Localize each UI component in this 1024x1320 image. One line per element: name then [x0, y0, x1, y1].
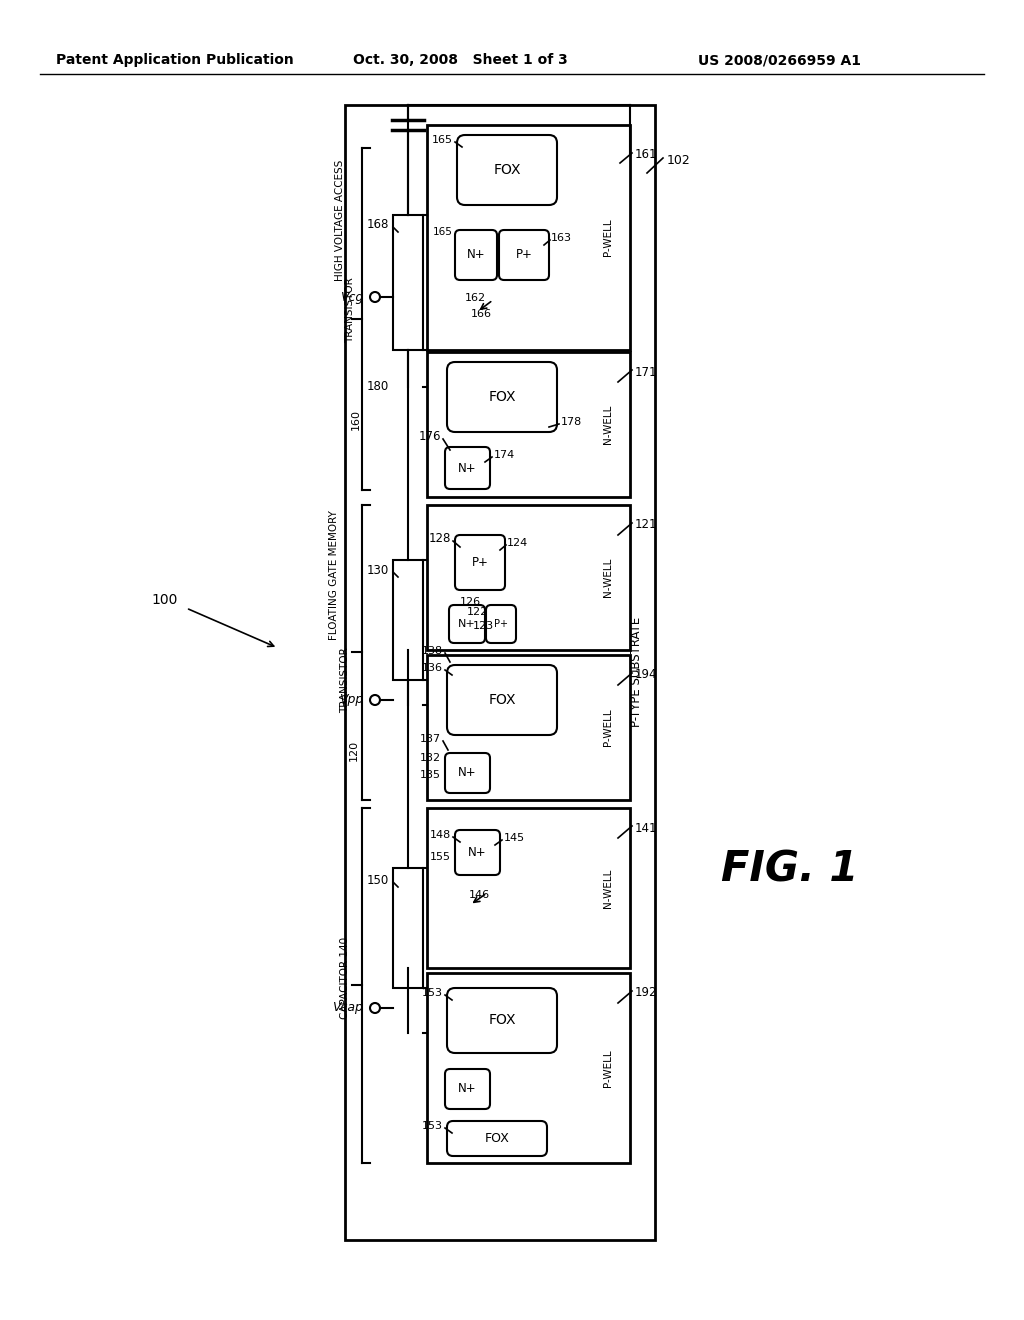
Text: 141: 141	[635, 821, 657, 834]
Text: US 2008/0266959 A1: US 2008/0266959 A1	[698, 53, 861, 67]
Text: N-WELL: N-WELL	[603, 869, 613, 908]
Text: 153: 153	[422, 987, 443, 998]
Text: N-WELL: N-WELL	[603, 404, 613, 444]
FancyBboxPatch shape	[447, 362, 557, 432]
Text: P+: P+	[494, 619, 508, 630]
Text: 102: 102	[667, 153, 691, 166]
FancyBboxPatch shape	[447, 665, 557, 735]
Text: 123: 123	[473, 620, 495, 631]
Text: 146: 146	[469, 890, 490, 900]
Text: 171: 171	[635, 366, 657, 379]
Text: FOX: FOX	[488, 693, 516, 708]
Text: 132: 132	[420, 752, 441, 763]
Text: TRANSISTOR: TRANSISTOR	[345, 277, 355, 343]
Text: N+: N+	[458, 619, 476, 630]
Bar	[393, 869, 423, 987]
Text: 153: 153	[422, 1121, 443, 1131]
Text: 168: 168	[367, 219, 389, 231]
FancyBboxPatch shape	[455, 830, 500, 875]
FancyBboxPatch shape	[447, 1121, 547, 1156]
Text: 126: 126	[460, 597, 481, 607]
Text: 145: 145	[504, 833, 525, 843]
Text: P+: P+	[515, 248, 532, 261]
Text: 194: 194	[635, 668, 657, 681]
Text: Patent Application Publication: Patent Application Publication	[56, 53, 294, 67]
FancyBboxPatch shape	[447, 987, 557, 1053]
Text: P+: P+	[472, 556, 488, 569]
Bar	[427, 506, 630, 649]
Text: 136: 136	[422, 663, 443, 673]
FancyBboxPatch shape	[486, 605, 516, 643]
Text: P-WELL: P-WELL	[603, 1049, 613, 1086]
Text: Vcap: Vcap	[332, 1002, 362, 1015]
Text: TRANSISTOR: TRANSISTOR	[340, 647, 350, 713]
Text: FOX: FOX	[488, 389, 516, 404]
Text: 150: 150	[367, 874, 389, 887]
Text: 166: 166	[471, 309, 492, 319]
Text: HIGH VOLTAGE ACCESS: HIGH VOLTAGE ACCESS	[335, 160, 345, 281]
FancyBboxPatch shape	[499, 230, 549, 280]
Text: 124: 124	[507, 539, 528, 548]
Text: 148: 148	[430, 830, 451, 840]
Text: N+: N+	[458, 462, 476, 474]
FancyBboxPatch shape	[449, 605, 485, 643]
FancyBboxPatch shape	[457, 135, 557, 205]
Bar	[427, 125, 630, 350]
Text: FIG. 1: FIG. 1	[721, 849, 859, 891]
Text: 165: 165	[432, 135, 453, 145]
Text: 180: 180	[367, 380, 389, 393]
Text: Oct. 30, 2008   Sheet 1 of 3: Oct. 30, 2008 Sheet 1 of 3	[352, 53, 567, 67]
Bar	[427, 655, 630, 800]
Bar	[427, 352, 630, 498]
FancyBboxPatch shape	[445, 752, 490, 793]
Text: P-WELL: P-WELL	[603, 218, 613, 256]
Bar	[427, 973, 630, 1163]
Text: N+: N+	[467, 248, 485, 261]
Bar	[393, 560, 423, 680]
FancyBboxPatch shape	[445, 1069, 490, 1109]
Text: 178: 178	[561, 417, 583, 426]
FancyBboxPatch shape	[455, 230, 497, 280]
Text: 135: 135	[420, 770, 441, 780]
FancyBboxPatch shape	[445, 447, 490, 488]
Text: 130: 130	[367, 564, 389, 577]
Text: 165: 165	[433, 227, 453, 238]
Text: 120: 120	[349, 739, 359, 760]
Text: Vcg: Vcg	[340, 290, 362, 304]
Text: FLOATING GATE MEMORY: FLOATING GATE MEMORY	[329, 510, 339, 640]
FancyBboxPatch shape	[455, 535, 505, 590]
Bar	[393, 215, 423, 350]
Text: CAPACITOR 140: CAPACITOR 140	[340, 937, 350, 1019]
Text: FOX: FOX	[484, 1131, 509, 1144]
Text: FOX: FOX	[494, 162, 521, 177]
Text: N+: N+	[458, 767, 476, 780]
Text: 160: 160	[351, 409, 361, 430]
Text: 128: 128	[429, 532, 451, 545]
Text: P-TYPE SUBSTRATE: P-TYPE SUBSTRATE	[631, 616, 643, 727]
Text: 138: 138	[422, 645, 443, 656]
Text: 161: 161	[635, 149, 657, 161]
Text: N+: N+	[458, 1082, 476, 1096]
Text: 174: 174	[494, 450, 515, 459]
Text: 137: 137	[420, 734, 441, 744]
Text: P-WELL: P-WELL	[603, 709, 613, 746]
Text: 100: 100	[152, 593, 178, 607]
Text: 176: 176	[419, 430, 441, 444]
Text: 192: 192	[635, 986, 657, 999]
Bar	[345, 106, 655, 1239]
Text: 121: 121	[635, 519, 657, 532]
Text: 155: 155	[430, 851, 451, 862]
Text: 162: 162	[465, 293, 486, 304]
Bar	[427, 808, 630, 968]
Text: Vpp: Vpp	[339, 693, 362, 706]
Text: N+: N+	[468, 846, 486, 858]
Text: 163: 163	[551, 234, 572, 243]
Text: N-WELL: N-WELL	[603, 557, 613, 597]
Text: FOX: FOX	[488, 1012, 516, 1027]
Text: 122: 122	[467, 607, 488, 616]
